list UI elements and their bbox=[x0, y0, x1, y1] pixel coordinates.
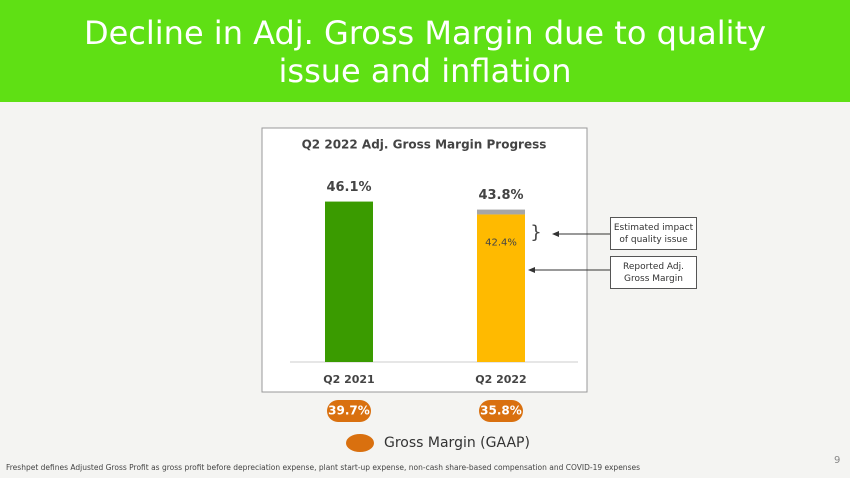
total-label: 43.8% bbox=[478, 188, 523, 203]
header-band bbox=[0, 0, 850, 102]
legend-label: Gross Margin (GAAP) bbox=[384, 435, 530, 451]
total-label: 46.1% bbox=[326, 180, 371, 195]
bar-segment bbox=[477, 209, 525, 215]
gaap-label: 35.8% bbox=[480, 404, 522, 418]
annotation: Estimated impact of quality issue bbox=[610, 217, 697, 250]
value-label: 42.4% bbox=[485, 237, 517, 248]
bar-segment bbox=[477, 214, 525, 362]
gaap-badge bbox=[327, 400, 371, 422]
arrow-head bbox=[552, 231, 559, 237]
footnote: Freshpet defines Adjusted Gross Profit a… bbox=[6, 463, 640, 472]
bar-segment bbox=[325, 201, 373, 362]
page-number: 9 bbox=[834, 455, 841, 466]
annotation: Reported Adj. Gross Margin bbox=[610, 256, 697, 289]
bracket: } bbox=[530, 222, 541, 243]
slide-title: Decline in Adj. Gross Margin due to qual… bbox=[83, 14, 767, 90]
x-tick-label: Q2 2021 bbox=[323, 373, 374, 386]
chart-title: Q2 2022 Adj. Gross Margin Progress bbox=[302, 138, 547, 152]
gaap-label: 39.7% bbox=[328, 404, 370, 418]
legend-swatch bbox=[346, 434, 374, 452]
x-tick-label: Q2 2022 bbox=[475, 373, 526, 386]
arrow-head bbox=[528, 267, 535, 273]
gaap-badge bbox=[479, 400, 523, 422]
chart-frame bbox=[261, 127, 588, 393]
